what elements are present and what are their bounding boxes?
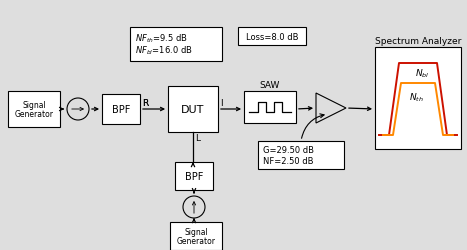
- Bar: [244, 92, 296, 124]
- Text: $N_{th}$: $N_{th}$: [409, 92, 424, 104]
- Text: Spectrum Analyzer: Spectrum Analyzer: [375, 37, 461, 46]
- Text: Generator: Generator: [14, 110, 54, 119]
- Text: SAW: SAW: [260, 81, 280, 90]
- Text: L: L: [195, 134, 200, 142]
- Bar: [102, 94, 140, 124]
- Text: Signal: Signal: [22, 101, 46, 110]
- Bar: [8, 92, 60, 128]
- Text: $NF_{bl}$=16.0 dB: $NF_{bl}$=16.0 dB: [135, 44, 192, 57]
- Bar: [375, 48, 461, 150]
- Bar: [238, 28, 306, 46]
- Text: R: R: [142, 98, 148, 108]
- Text: I: I: [220, 98, 223, 108]
- Text: Loss=8.0 dB: Loss=8.0 dB: [246, 32, 298, 41]
- Text: Generator: Generator: [177, 236, 215, 246]
- Bar: [168, 87, 218, 132]
- Bar: [170, 222, 222, 250]
- Text: $N_{bl}$: $N_{bl}$: [415, 68, 429, 80]
- Text: G=29.50 dB: G=29.50 dB: [263, 146, 314, 155]
- Bar: [130, 28, 222, 62]
- Text: NF=2.50 dB: NF=2.50 dB: [263, 157, 313, 166]
- Bar: [258, 142, 344, 169]
- Text: R: R: [142, 98, 148, 108]
- Text: Signal: Signal: [184, 228, 208, 236]
- Bar: [175, 162, 213, 190]
- Text: DUT: DUT: [181, 104, 205, 115]
- Text: $NF_{th}$=9.5 dB: $NF_{th}$=9.5 dB: [135, 32, 188, 45]
- Text: BPF: BPF: [112, 104, 130, 115]
- Text: BPF: BPF: [185, 171, 203, 181]
